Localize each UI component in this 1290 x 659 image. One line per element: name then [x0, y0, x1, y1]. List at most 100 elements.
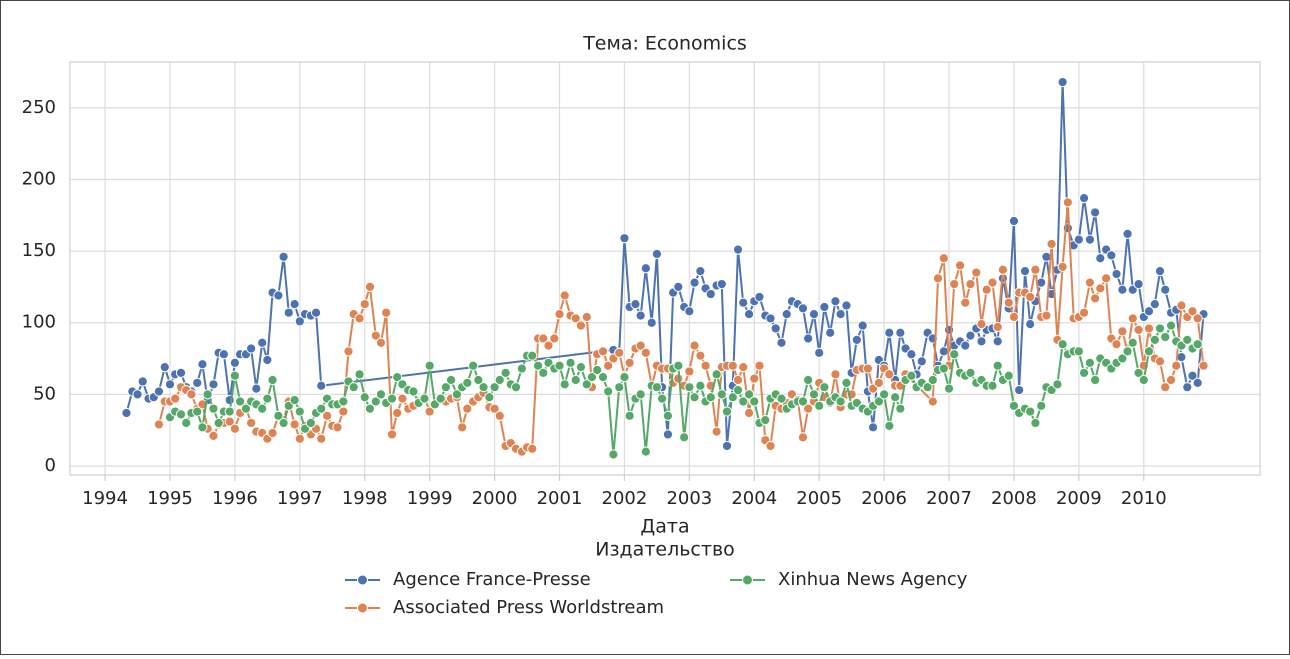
point: [711, 426, 722, 437]
x-tick-label: 2008: [991, 488, 1037, 509]
point: [1176, 300, 1187, 311]
point: [451, 389, 463, 400]
point: [965, 330, 976, 341]
point: [1046, 238, 1057, 250]
point: [922, 382, 933, 393]
point: [273, 410, 284, 421]
point: [738, 362, 749, 373]
point: [592, 364, 603, 376]
point: [1052, 379, 1063, 390]
series-line: [157, 202, 1205, 453]
point: [808, 389, 820, 400]
point: [597, 346, 609, 357]
point: [1143, 323, 1155, 334]
point: [218, 349, 229, 360]
point: [543, 340, 554, 351]
point: [586, 372, 598, 383]
point: [1160, 382, 1171, 393]
point: [835, 396, 846, 407]
point: [392, 407, 403, 419]
point: [624, 357, 635, 368]
point: [916, 356, 927, 367]
point: [305, 417, 316, 429]
point: [559, 379, 570, 390]
point: [949, 278, 960, 290]
point: [462, 377, 473, 388]
point: [424, 406, 435, 417]
point: [359, 298, 370, 310]
point: [776, 393, 787, 404]
point: [608, 449, 619, 460]
point: [462, 403, 473, 414]
point: [803, 333, 814, 344]
point: [841, 377, 852, 388]
point: [803, 374, 814, 386]
point: [635, 389, 646, 400]
x-tick-label: 2005: [796, 488, 842, 509]
y-tick-label: 250: [22, 97, 56, 118]
point: [262, 393, 273, 404]
point: [1073, 234, 1084, 245]
point: [981, 284, 992, 295]
point: [603, 360, 614, 371]
point: [170, 393, 181, 404]
point: [1041, 310, 1052, 321]
point: [943, 383, 955, 394]
point: [1057, 261, 1068, 272]
point: [1090, 293, 1101, 304]
point: [765, 313, 776, 324]
point: [770, 323, 781, 334]
point: [684, 382, 695, 393]
point: [575, 362, 587, 373]
point: [673, 281, 684, 293]
point: [440, 382, 451, 393]
point: [597, 372, 609, 383]
point: [738, 297, 749, 308]
point: [732, 384, 744, 396]
point: [435, 393, 446, 404]
point: [570, 374, 581, 386]
point: [213, 417, 224, 429]
point: [662, 429, 674, 440]
x-tick-label: 2009: [1056, 488, 1102, 509]
point: [408, 386, 419, 397]
point: [1025, 319, 1036, 330]
point: [229, 357, 240, 368]
point: [473, 374, 484, 386]
point: [819, 301, 830, 313]
point: [510, 382, 522, 393]
point: [1008, 400, 1020, 411]
point: [197, 359, 208, 370]
point: [1143, 306, 1155, 317]
point: [1149, 334, 1160, 346]
point: [538, 367, 549, 378]
point: [932, 273, 944, 284]
point: [938, 346, 949, 357]
point: [570, 313, 581, 324]
point: [1030, 417, 1041, 429]
point: [392, 372, 403, 383]
point: [234, 396, 246, 407]
y-tick-label: 150: [22, 240, 56, 261]
point: [727, 392, 738, 403]
point: [175, 367, 187, 378]
point: [867, 422, 879, 433]
point: [884, 420, 895, 431]
point: [614, 347, 625, 358]
point: [1057, 76, 1068, 88]
point: [246, 417, 257, 429]
point: [895, 403, 906, 414]
point: [1165, 320, 1177, 331]
point: [754, 360, 765, 371]
point: [705, 392, 716, 403]
point: [1078, 307, 1090, 318]
point: [267, 427, 278, 439]
point: [992, 360, 1003, 371]
point: [224, 394, 235, 406]
point: [721, 406, 733, 417]
point: [1025, 291, 1036, 303]
point: [208, 403, 219, 414]
x-tick-label: 1999: [407, 488, 453, 509]
point: [830, 296, 841, 307]
